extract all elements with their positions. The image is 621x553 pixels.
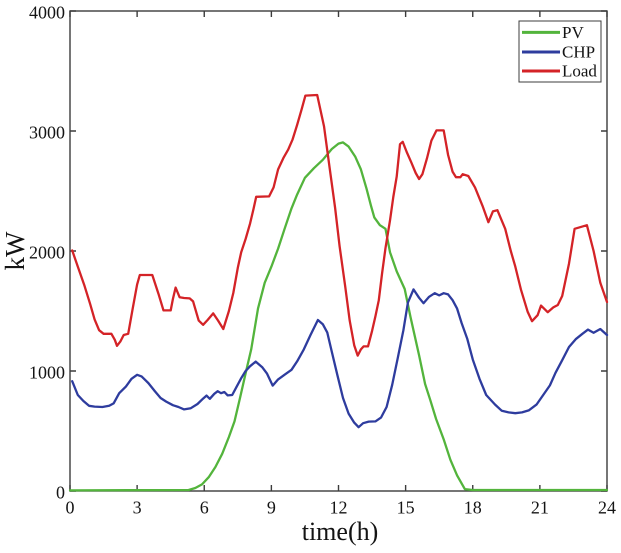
- svg-text:2000: 2000: [29, 243, 65, 263]
- svg-text:21: 21: [531, 498, 549, 518]
- svg-text:time(h): time(h): [302, 517, 379, 546]
- svg-text:6: 6: [200, 498, 209, 518]
- svg-text:kW: kW: [0, 231, 30, 271]
- svg-text:Load: Load: [562, 62, 597, 81]
- svg-text:3000: 3000: [29, 123, 65, 143]
- svg-text:4000: 4000: [29, 3, 65, 23]
- svg-text:CHP: CHP: [562, 43, 595, 62]
- svg-text:3: 3: [133, 498, 142, 518]
- svg-text:12: 12: [330, 498, 348, 518]
- svg-text:0: 0: [56, 483, 65, 503]
- svg-text:24: 24: [598, 498, 616, 518]
- svg-text:PV: PV: [562, 23, 584, 42]
- svg-text:15: 15: [397, 498, 415, 518]
- svg-text:18: 18: [464, 498, 482, 518]
- svg-text:9: 9: [267, 498, 276, 518]
- svg-text:1000: 1000: [29, 363, 65, 383]
- svg-text:0: 0: [66, 498, 75, 518]
